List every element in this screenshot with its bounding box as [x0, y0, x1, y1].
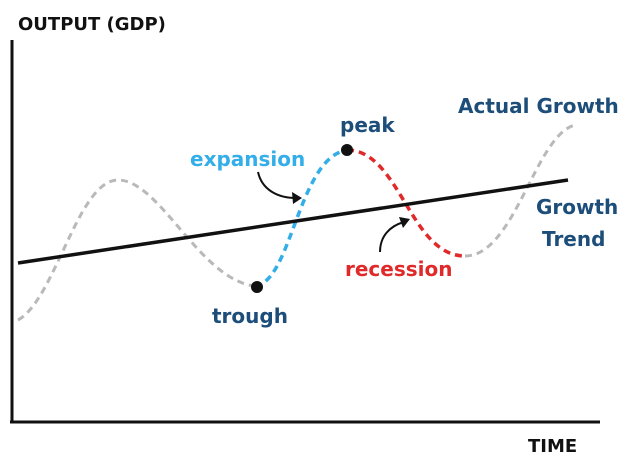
recession-arrow-head — [399, 217, 410, 228]
actual-growth-right-segment — [464, 123, 576, 258]
recession-label: recession — [345, 257, 453, 281]
actual-growth-label: Actual Growth — [458, 94, 619, 118]
peak-label: peak — [340, 113, 395, 137]
growth-trend-label-line1: Growth — [536, 195, 618, 219]
trough-marker — [251, 281, 263, 293]
x-axis-label: TIME — [528, 436, 577, 457]
axes — [10, 40, 600, 424]
peak-marker — [341, 144, 353, 156]
growth-trend-label-line2: Trend — [542, 227, 605, 251]
recession-arrow — [379, 221, 405, 253]
y-axis-label: OUTPUT (GDP) — [18, 14, 166, 35]
growth-trend-line — [17, 178, 569, 265]
trough-label: trough — [212, 304, 288, 328]
expansion-arrow — [257, 171, 297, 199]
actual-growth-left-segment — [17, 178, 256, 322]
expansion-arrow-head — [292, 192, 302, 204]
recession-segment — [346, 148, 466, 258]
expansion-label: expansion — [190, 147, 305, 171]
expansion-segment — [254, 148, 348, 288]
